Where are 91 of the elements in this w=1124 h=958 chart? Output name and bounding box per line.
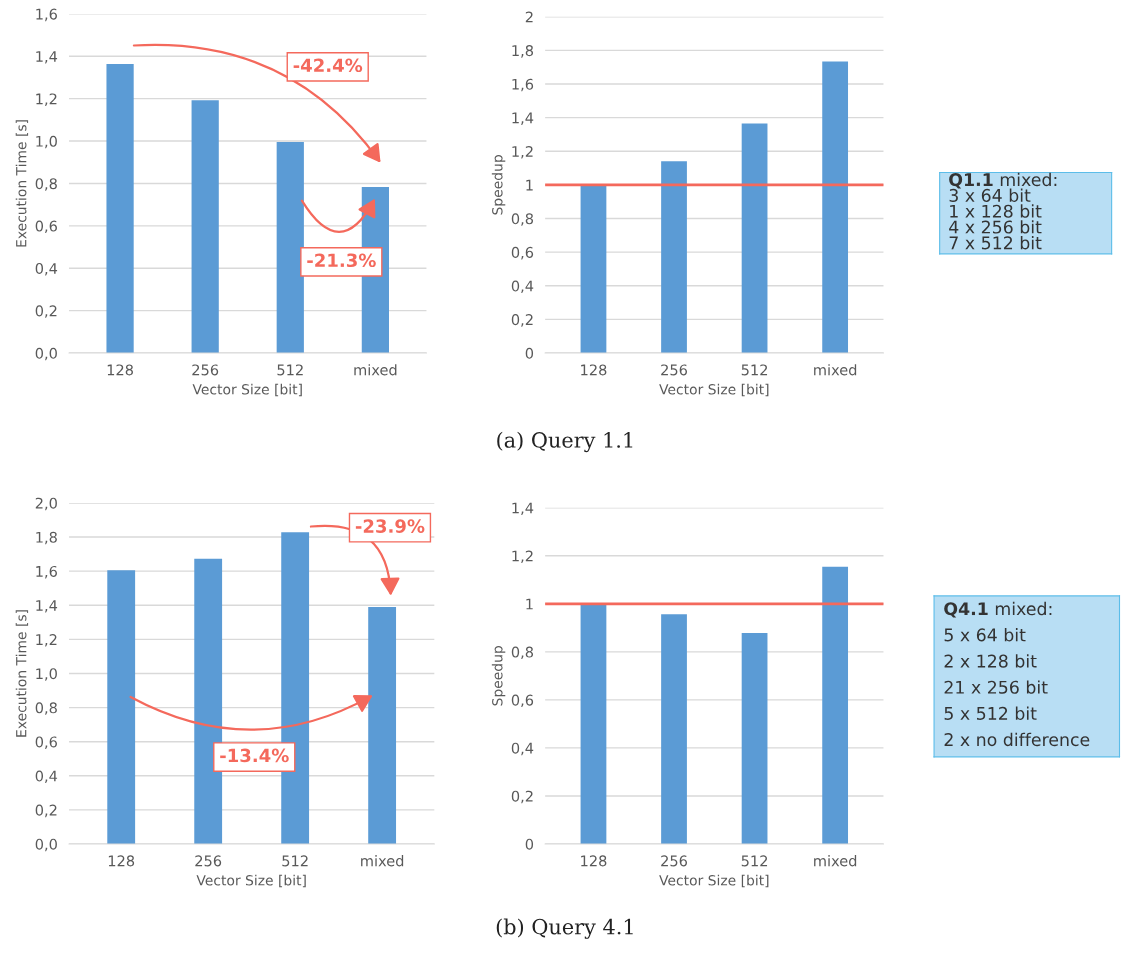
y-tick-label: 1,2 — [512, 145, 533, 159]
y-tick-label: 1 — [526, 179, 533, 191]
y-tick-label: 1,2 — [512, 550, 533, 564]
x-axis-title: Vector Size [bit] — [659, 874, 769, 888]
text: mixed: — [1000, 172, 1057, 187]
y-tick-label: 2,0 — [35, 497, 57, 511]
y-tick-label: 0,2 — [35, 804, 57, 818]
y-tick-label: 1 — [526, 598, 533, 610]
y-tick-label: 0,2 — [35, 305, 57, 318]
y-tick-label: 1,2 — [36, 634, 57, 647]
annotation: -13.4% — [220, 748, 289, 763]
y-tick-label: 1,4 — [36, 600, 58, 613]
y-tick-label: 0,6 — [511, 246, 534, 260]
text: 1 x 128 bit — [950, 204, 1042, 218]
y-tick-label: 0,0 — [35, 838, 57, 852]
text: 2 x no difference — [944, 732, 1090, 747]
y-tick-label: 0,2 — [511, 314, 533, 327]
bar — [580, 184, 607, 354]
y-axis-title: Execution Time [s] — [15, 120, 29, 247]
y-tick-label: 0,8 — [511, 213, 534, 226]
text: 3 x 64 bit — [949, 188, 1031, 202]
text: Q4.1 — [944, 602, 988, 618]
text: 2 x 128 bit — [944, 654, 1037, 668]
y-tick-label: 0,8 — [35, 178, 57, 191]
y-tick-label: 0,0 — [35, 347, 57, 361]
x-tick-label: 128 — [108, 855, 135, 867]
x-tick-label: 512 — [277, 364, 303, 376]
text: 7 x 512 bit — [949, 235, 1042, 250]
x-axis-title: Vector Size [bit] — [192, 383, 302, 397]
text: (b) Query 4.1 — [496, 918, 633, 939]
x-tick-label: mixed — [361, 855, 404, 867]
text: 4 x 256 bit — [949, 220, 1042, 234]
bar — [368, 606, 397, 844]
y-tick-label: 1,6 — [512, 78, 534, 92]
annotation: -21.3% — [307, 253, 376, 268]
y-tick-label: 0,8 — [511, 646, 534, 660]
y-tick-label: 0,6 — [511, 694, 534, 708]
y-tick-label: 1,0 — [36, 668, 57, 681]
x-tick-label: 512 — [741, 364, 768, 376]
y-tick-label: 1,6 — [36, 8, 57, 22]
y-tick-label: 0 — [525, 838, 534, 850]
text: mixed: — [995, 601, 1052, 616]
x-tick-label: 128 — [581, 364, 607, 376]
x-tick-label: 512 — [282, 855, 308, 867]
y-tick-label: 1,2 — [36, 93, 57, 106]
y-tick-label: 1,8 — [512, 45, 534, 58]
y-tick-label: 0,4 — [35, 262, 58, 276]
bar — [106, 64, 134, 354]
annotation: -42.4% — [293, 58, 363, 73]
x-axis-title: Vector Size [bit] — [659, 383, 769, 397]
y-tick-label: 2 — [525, 11, 533, 23]
y-tick-label: 0,8 — [35, 702, 57, 715]
text: 21 x 256 bit — [944, 680, 1048, 694]
bar — [191, 100, 219, 354]
y-tick-label: 0,6 — [35, 736, 57, 749]
x-tick-label: mixed — [814, 855, 857, 867]
y-axis-title: Speedup — [491, 646, 506, 706]
bar — [822, 61, 849, 354]
text: 5 x 512 bit — [944, 706, 1037, 720]
y-tick-label: 1,0 — [36, 135, 57, 149]
text: Q1.1 — [949, 173, 993, 189]
x-axis-title: Vector Size [bit] — [196, 874, 306, 888]
y-tick-label: 1,4 — [36, 51, 58, 64]
y-tick-label: 0 — [525, 347, 534, 359]
bar — [741, 123, 768, 354]
y-tick-label: 1,8 — [36, 531, 57, 545]
y-tick-label: 1,6 — [36, 565, 57, 579]
annotation: -23.9% — [355, 519, 425, 533]
x-tick-label: 256 — [192, 364, 219, 376]
bar — [276, 141, 304, 354]
x-tick-label: mixed — [814, 364, 857, 376]
y-tick-label: 0,4 — [511, 280, 534, 294]
x-tick-label: 256 — [661, 855, 688, 867]
x-tick-label: 512 — [741, 855, 768, 867]
x-tick-label: mixed — [354, 364, 397, 376]
text: 5 x 64 bit — [944, 628, 1026, 642]
x-tick-label: 128 — [107, 364, 133, 376]
x-tick-label: 128 — [581, 855, 607, 867]
y-tick-label: 0,6 — [35, 220, 57, 234]
y-tick-label: 1,4 — [512, 502, 534, 515]
y-tick-label: 0,2 — [511, 790, 533, 804]
y-tick-label: 1,4 — [512, 112, 534, 125]
x-tick-label: 256 — [661, 364, 688, 376]
bar — [107, 570, 136, 844]
y-axis-title: Speedup — [491, 155, 506, 215]
bar — [661, 161, 687, 354]
y-tick-label: 0,4 — [511, 742, 534, 756]
x-tick-label: 256 — [195, 855, 222, 867]
y-tick-label: 0,4 — [35, 770, 58, 784]
text: (a) Query 1.1 — [497, 431, 633, 453]
y-axis-title: Execution Time [s] — [15, 610, 29, 737]
